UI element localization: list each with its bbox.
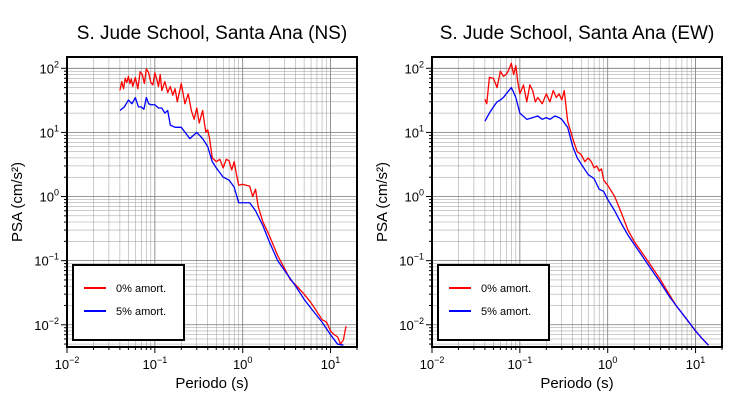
y-tick-label: 10−2 — [399, 316, 424, 333]
y-tick-label: 100 — [40, 188, 59, 205]
x-tick-label: 101 — [686, 355, 705, 372]
x-tick-label: 10−2 — [420, 355, 445, 372]
x-axis-label: Periodo (s) — [540, 375, 613, 392]
x-tick-label: 10−1 — [142, 355, 167, 372]
legend: 0% amort. 5% amort. — [72, 264, 185, 341]
x-tick-label: 101 — [321, 355, 340, 372]
legend-label: 5% amort. — [116, 306, 166, 318]
series-line-5pct — [484, 86, 709, 346]
legend-label: 0% amort. — [481, 283, 531, 295]
legend-label: 5% amort. — [481, 306, 531, 318]
y-tick-label: 101 — [40, 123, 59, 140]
y-tick-label: 100 — [405, 188, 424, 205]
y-tick-label: 10−1 — [34, 252, 59, 269]
series-line-5pct — [119, 96, 344, 346]
y-tick-label: 102 — [405, 59, 424, 76]
plot-frame — [66, 56, 358, 348]
legend: 0% amort. 5% amort. — [437, 264, 550, 341]
legend-label: 0% amort. — [116, 283, 166, 295]
y-axis-label: PSA (cm/s²) — [9, 162, 26, 242]
chart-title: S. Jude School, Santa Ana (NS) — [77, 23, 347, 44]
x-tick-label: 100 — [598, 355, 617, 372]
x-tick-label: 10−2 — [55, 355, 80, 372]
y-tick-label: 102 — [40, 59, 59, 76]
series-line-0pct — [484, 62, 709, 346]
plot-frame — [431, 56, 723, 348]
x-axis-label: Periodo (s) — [175, 375, 248, 392]
chart-panel-ns: S. Jude School, Santa Ana (NS) 10−2 10−1 10… — [9, 23, 358, 392]
x-tick-label: 100 — [233, 355, 252, 372]
legend-box — [72, 264, 185, 341]
legend-box — [437, 264, 550, 341]
y-axis-label: PSA (cm/s²) — [374, 162, 391, 242]
chart-panel-ew: S. Jude School, Santa Ana (EW) 10−2 10−1 10… — [374, 23, 723, 392]
y-tick-label: 10−2 — [34, 316, 59, 333]
x-tick-label: 10−1 — [507, 355, 532, 372]
y-tick-label: 10−1 — [399, 252, 424, 269]
chart-title: S. Jude School, Santa Ana (EW) — [440, 23, 715, 44]
y-tick-label: 101 — [405, 123, 424, 140]
